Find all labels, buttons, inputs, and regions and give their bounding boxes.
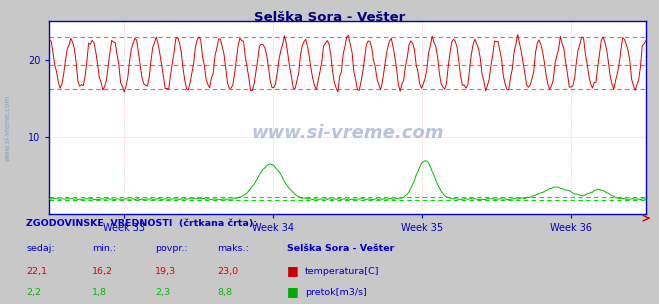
Text: 23,0: 23,0 (217, 267, 239, 276)
Text: ■: ■ (287, 285, 299, 298)
Text: 2,2: 2,2 (26, 288, 42, 297)
Text: ZGODOVINSKE  VREDNOSTI  (črtkana črta):: ZGODOVINSKE VREDNOSTI (črtkana črta): (26, 219, 258, 229)
Text: 2,3: 2,3 (155, 288, 170, 297)
Text: ■: ■ (287, 264, 299, 277)
Text: 19,3: 19,3 (155, 267, 176, 276)
Text: sedaj:: sedaj: (26, 244, 55, 253)
Text: povpr.:: povpr.: (155, 244, 188, 253)
Text: pretok[m3/s]: pretok[m3/s] (305, 288, 367, 297)
Text: Selška Sora - Vešter: Selška Sora - Vešter (254, 11, 405, 24)
Text: 16,2: 16,2 (92, 267, 113, 276)
Text: min.:: min.: (92, 244, 117, 253)
Text: maks.:: maks.: (217, 244, 249, 253)
Text: www.si-vreme.com: www.si-vreme.com (5, 95, 11, 161)
Text: www.si-vreme.com: www.si-vreme.com (251, 124, 444, 142)
Text: 8,8: 8,8 (217, 288, 233, 297)
Text: temperatura[C]: temperatura[C] (305, 267, 380, 276)
Text: Selška Sora - Vešter: Selška Sora - Vešter (287, 244, 394, 253)
Text: 1,8: 1,8 (92, 288, 107, 297)
Text: 22,1: 22,1 (26, 267, 47, 276)
